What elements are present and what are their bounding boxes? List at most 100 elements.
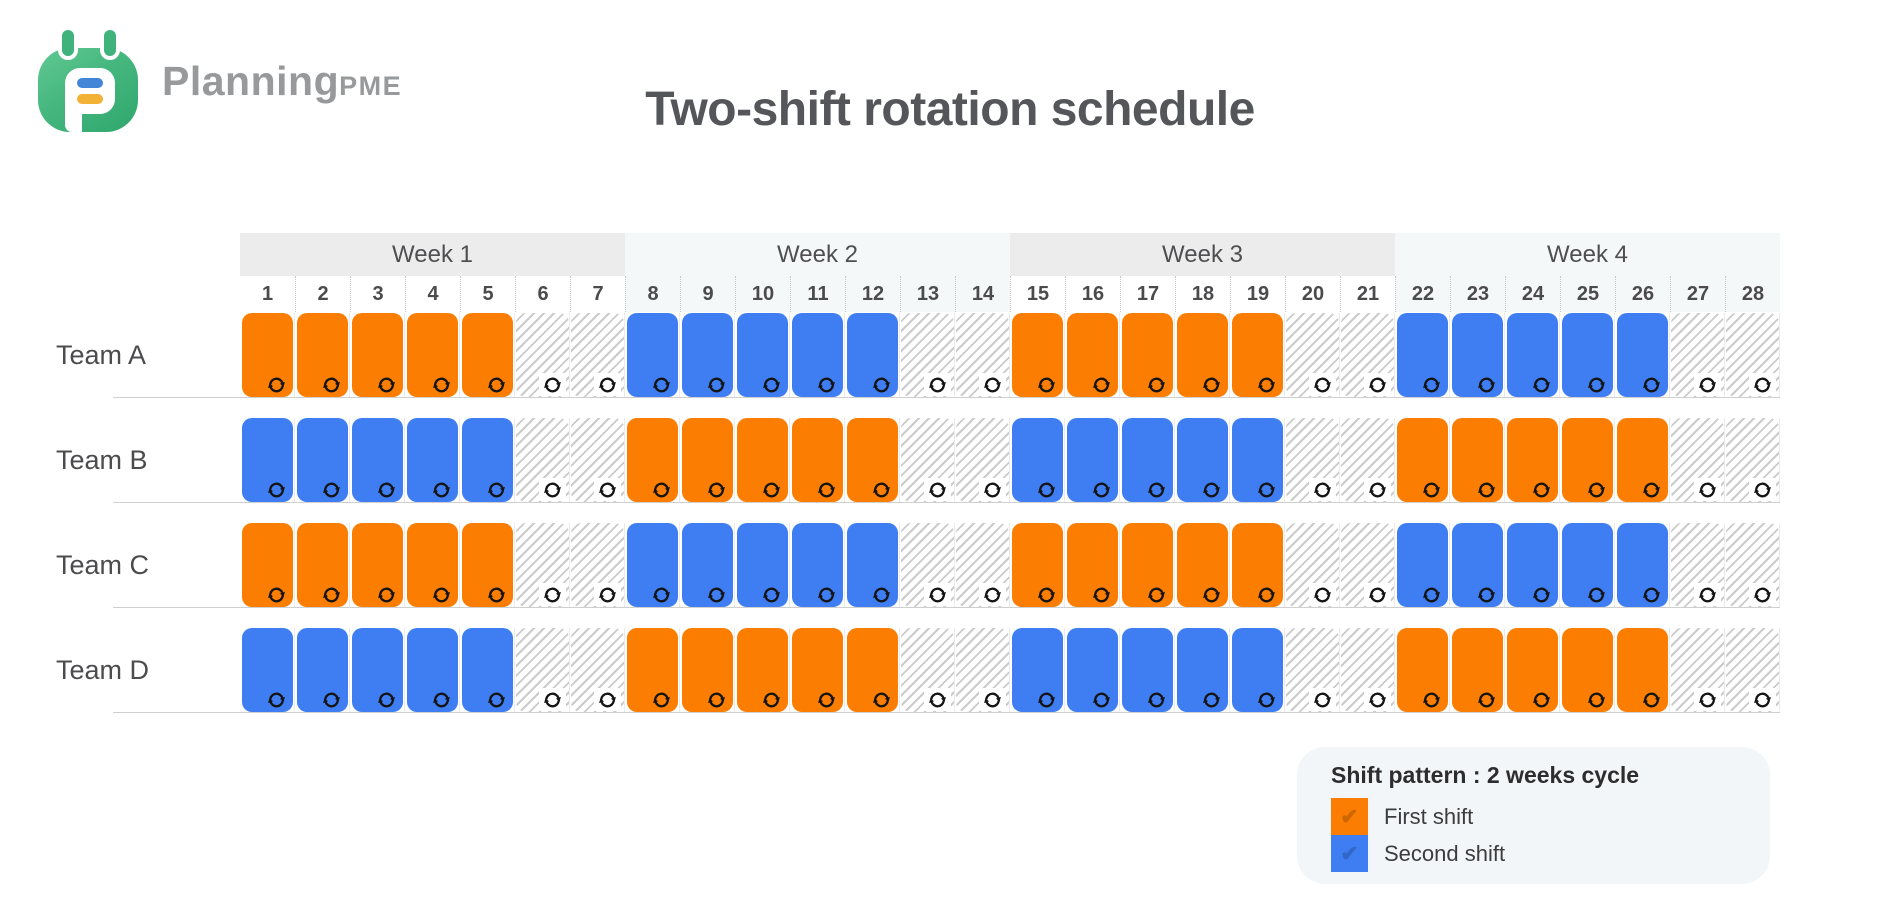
second-shift-block[interactable]: [1177, 418, 1228, 502]
second-shift-block[interactable]: [792, 523, 843, 607]
second-shift-block[interactable]: [1067, 628, 1118, 712]
second-shift-block[interactable]: [462, 628, 513, 712]
second-shift-block[interactable]: [1397, 313, 1448, 397]
first-shift-block[interactable]: [627, 628, 678, 712]
page-title: Two-shift rotation schedule: [645, 83, 1255, 137]
first-shift-block[interactable]: [462, 313, 513, 397]
second-shift-block[interactable]: [1232, 628, 1283, 712]
second-shift-block[interactable]: [682, 523, 733, 607]
rotate-icon-wrap: [924, 373, 951, 396]
second-shift-block[interactable]: [1562, 523, 1613, 607]
first-shift-block[interactable]: [847, 418, 898, 502]
day-number: 5: [460, 276, 515, 312]
off-day-cell: [571, 313, 624, 397]
rotate-icon-wrap: [318, 688, 345, 711]
day-cell: [295, 418, 350, 502]
second-shift-block[interactable]: [1012, 418, 1063, 502]
second-shift-block[interactable]: [297, 628, 348, 712]
first-shift-block[interactable]: [1617, 628, 1668, 712]
first-shift-block[interactable]: [1122, 523, 1173, 607]
first-shift-block[interactable]: [1177, 523, 1228, 607]
rotate-icon: [1754, 587, 1771, 602]
first-shift-block[interactable]: [792, 418, 843, 502]
second-shift-block[interactable]: [297, 418, 348, 502]
first-shift-block[interactable]: [1397, 418, 1448, 502]
first-shift-block[interactable]: [407, 523, 458, 607]
second-shift-block[interactable]: [1012, 628, 1063, 712]
first-shift-block[interactable]: [1507, 418, 1558, 502]
rotate-icon: [323, 482, 340, 497]
second-shift-block[interactable]: [682, 313, 733, 397]
second-shift-block[interactable]: [407, 418, 458, 502]
first-shift-block[interactable]: [1067, 523, 1118, 607]
first-shift-block[interactable]: [1617, 418, 1668, 502]
first-shift-block[interactable]: [462, 523, 513, 607]
first-shift-block[interactable]: [1012, 523, 1063, 607]
second-shift-block[interactable]: [1452, 313, 1503, 397]
first-shift-block[interactable]: [792, 628, 843, 712]
second-shift-block[interactable]: [1617, 523, 1668, 607]
team-row: Team C: [0, 523, 1780, 608]
first-shift-block[interactable]: [737, 418, 788, 502]
second-shift-block[interactable]: [627, 523, 678, 607]
rotate-icon-wrap: [428, 478, 455, 501]
second-shift-block[interactable]: [352, 628, 403, 712]
second-shift-block[interactable]: [1397, 523, 1448, 607]
second-shift-block[interactable]: [1122, 628, 1173, 712]
first-shift-block[interactable]: [352, 523, 403, 607]
rotate-icon-wrap: [1253, 373, 1280, 396]
first-shift-block[interactable]: [682, 628, 733, 712]
first-shift-block[interactable]: [737, 628, 788, 712]
first-shift-block[interactable]: [1177, 313, 1228, 397]
second-shift-block[interactable]: [847, 523, 898, 607]
first-shift-block[interactable]: [352, 313, 403, 397]
first-shift-block[interactable]: [1012, 313, 1063, 397]
second-shift-block[interactable]: [242, 418, 293, 502]
second-shift-block[interactable]: [242, 628, 293, 712]
second-shift-block[interactable]: [847, 313, 898, 397]
second-shift-block[interactable]: [1232, 418, 1283, 502]
rotate-icon-wrap: [1473, 478, 1500, 501]
second-shift-block[interactable]: [1122, 418, 1173, 502]
second-shift-block[interactable]: [1507, 523, 1558, 607]
second-shift-block[interactable]: [792, 313, 843, 397]
first-shift-block[interactable]: [242, 313, 293, 397]
rotate-icon: [1643, 587, 1660, 602]
second-shift-block[interactable]: [627, 313, 678, 397]
first-shift-block[interactable]: [242, 523, 293, 607]
rotate-icon-wrap: [1364, 688, 1391, 711]
first-shift-block[interactable]: [1452, 418, 1503, 502]
first-shift-block[interactable]: [407, 313, 458, 397]
second-shift-block[interactable]: [1562, 313, 1613, 397]
first-shift-block[interactable]: [627, 418, 678, 502]
first-shift-block[interactable]: [1562, 628, 1613, 712]
first-shift-block[interactable]: [1562, 418, 1613, 502]
second-shift-block[interactable]: [352, 418, 403, 502]
day-cell: [350, 313, 405, 397]
first-shift-block[interactable]: [297, 523, 348, 607]
second-shift-block[interactable]: [1617, 313, 1668, 397]
second-shift-block[interactable]: [737, 523, 788, 607]
second-shift-block[interactable]: [1507, 313, 1558, 397]
rotate-icon-wrap: [1694, 688, 1721, 711]
day-cell: [350, 418, 405, 502]
first-shift-block[interactable]: [1122, 313, 1173, 397]
second-shift-block[interactable]: [1452, 523, 1503, 607]
second-shift-block[interactable]: [462, 418, 513, 502]
second-shift-block[interactable]: [1067, 418, 1118, 502]
second-shift-block[interactable]: [737, 313, 788, 397]
first-shift-block[interactable]: [1067, 313, 1118, 397]
first-shift-block[interactable]: [1232, 313, 1283, 397]
first-shift-block[interactable]: [1452, 628, 1503, 712]
day-cell: [625, 418, 680, 502]
first-shift-block[interactable]: [1232, 523, 1283, 607]
second-shift-block[interactable]: [1177, 628, 1228, 712]
second-shift-block[interactable]: [407, 628, 458, 712]
first-shift-block[interactable]: [847, 628, 898, 712]
first-shift-block[interactable]: [1507, 628, 1558, 712]
first-shift-block[interactable]: [297, 313, 348, 397]
day-number: 25: [1560, 276, 1615, 312]
first-shift-block[interactable]: [1397, 628, 1448, 712]
rotate-icon: [763, 587, 780, 602]
first-shift-block[interactable]: [682, 418, 733, 502]
